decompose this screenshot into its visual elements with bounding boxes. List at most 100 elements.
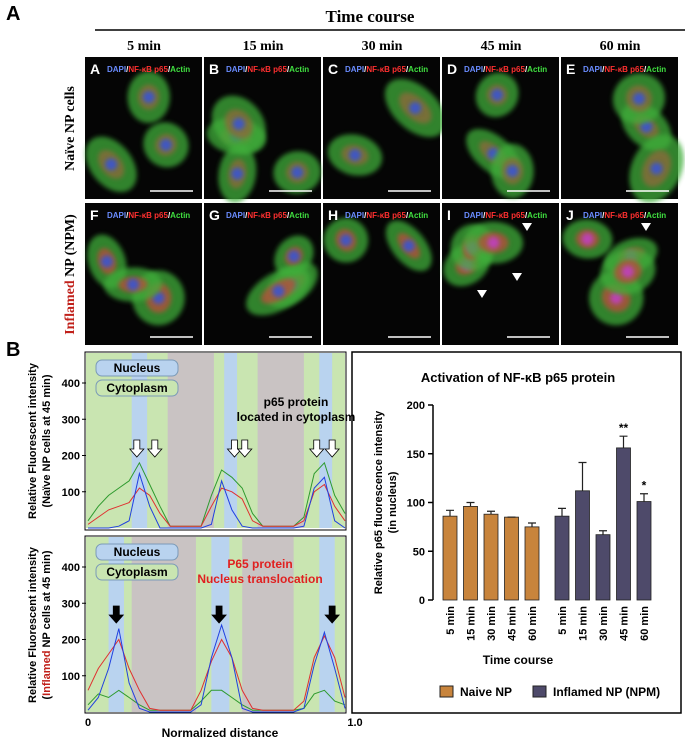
- panel-letter: F: [90, 207, 99, 223]
- region-legend-label: Cytoplasm: [106, 565, 167, 579]
- stain-part: /: [602, 65, 605, 74]
- stain-label: DAPI/NF-κB p65/Actin: [583, 211, 666, 220]
- nucleus: [610, 292, 623, 305]
- stain-part: Actin: [527, 211, 547, 220]
- bar: [524, 526, 540, 601]
- stain-part: Actin: [170, 211, 190, 220]
- error-bar: [528, 522, 536, 527]
- y-tick-label: 300: [62, 414, 80, 426]
- x-axis-title: Time course: [483, 653, 554, 667]
- panel-letter: B: [209, 61, 219, 77]
- stain-part: /: [644, 211, 647, 220]
- stain-part: Actin: [646, 65, 666, 74]
- nucleus: [487, 236, 500, 249]
- y-title-part: (Naïve NP cells at 45 min): [41, 374, 53, 507]
- arrowhead: [522, 223, 532, 231]
- stain-label: DAPI/NF-κB p65/Actin: [107, 65, 190, 74]
- nucleus: [291, 166, 304, 179]
- panel-letter: J: [566, 207, 574, 223]
- stain-part: /: [483, 65, 486, 74]
- stain-part: DAPI: [107, 211, 126, 220]
- region-legend: [95, 543, 179, 561]
- y-tick-label: 100: [407, 498, 425, 510]
- stain-part: /: [126, 65, 129, 74]
- arrow: [146, 439, 163, 458]
- nucleus: [632, 92, 645, 105]
- stain-label: DAPI/NF-κB p65/Actin: [107, 211, 190, 220]
- profile-line: [87, 634, 346, 711]
- nucleus: [506, 165, 519, 178]
- time-course-title: Time course: [326, 7, 415, 26]
- x-tick-label: 15 min: [578, 606, 590, 641]
- y-title-part: Inflamed: [41, 651, 53, 696]
- profile-frame: [84, 351, 347, 531]
- legend-swatch: [439, 685, 454, 698]
- x-tick-label: 1.0: [347, 717, 362, 729]
- arrow: [308, 439, 325, 458]
- nucleus-band: [108, 537, 124, 712]
- x-tick-label: 30 min: [598, 606, 610, 641]
- stain-part: DAPI: [464, 65, 483, 74]
- region-legend: [95, 359, 179, 377]
- row-label-part: Naïve NP cells: [63, 86, 78, 171]
- arrow: [108, 605, 125, 624]
- y-axis-title: Relative Fluorescent intensity (Naïve NP …: [27, 362, 53, 519]
- panel-letter: A: [90, 61, 100, 77]
- cells: [87, 234, 185, 326]
- error-bar: [640, 493, 648, 502]
- arrow: [211, 605, 227, 624]
- legend-label: Inflamed NP (NPM): [553, 685, 660, 699]
- bar: [554, 515, 570, 601]
- stain-part: /: [483, 211, 486, 220]
- stain-part: DAPI: [583, 65, 602, 74]
- stain-part: Actin: [646, 211, 666, 220]
- significance: **: [619, 421, 629, 435]
- stain-part: /: [602, 211, 605, 220]
- bar: [636, 501, 652, 601]
- cells: [323, 217, 432, 272]
- stain-part: /: [245, 65, 248, 74]
- y-tick-label: 150: [407, 449, 425, 461]
- bar: [616, 447, 631, 601]
- x-axis-title: Normalized distance: [162, 726, 279, 740]
- nucleus-band: [319, 353, 333, 528]
- nucleus: [650, 162, 663, 175]
- stain-label: DAPI/NF-κB p65/Actin: [345, 65, 428, 74]
- stain-part: /: [525, 65, 528, 74]
- nucleus: [287, 250, 300, 263]
- cells: [466, 72, 534, 199]
- gap-band: [131, 537, 196, 712]
- row-label-part: Inflamed: [63, 280, 78, 335]
- stain-part: DAPI: [226, 211, 245, 220]
- y-tick-label: 100: [62, 671, 80, 683]
- annotation: P65 protein: [227, 557, 292, 571]
- legend-label: Naive NP: [460, 685, 512, 699]
- nucleus: [100, 255, 113, 268]
- stain-part: NF-κB p65: [128, 65, 168, 74]
- stain-part: DAPI: [345, 65, 364, 74]
- nucleus: [272, 285, 285, 298]
- stain-part: /: [364, 211, 367, 220]
- arrowhead: [512, 273, 522, 281]
- column-header: 30 min: [362, 39, 403, 54]
- x-tick-label: 30 min: [486, 606, 498, 641]
- profile-frame: [84, 535, 347, 714]
- stain-part: Actin: [289, 211, 309, 220]
- region-legend-label: Nucleus: [114, 361, 161, 375]
- stain-part: /: [126, 211, 129, 220]
- error-bar: [446, 509, 454, 517]
- stain-part: NF-κB p65: [128, 211, 168, 220]
- row-label: Inflamed NP (NPM): [63, 214, 78, 335]
- panel-letter: I: [447, 207, 451, 223]
- gap-band: [242, 537, 294, 712]
- cytoplasm-band: [86, 353, 345, 528]
- cells: [246, 235, 318, 316]
- panel-letter: G: [209, 207, 220, 223]
- figure-label: B: [6, 339, 20, 361]
- region-legend: [95, 563, 179, 581]
- cells: [612, 73, 684, 203]
- error-bar: [466, 501, 475, 507]
- error-bar: [487, 510, 495, 515]
- significance: *: [642, 479, 647, 493]
- stain-part: DAPI: [345, 211, 364, 220]
